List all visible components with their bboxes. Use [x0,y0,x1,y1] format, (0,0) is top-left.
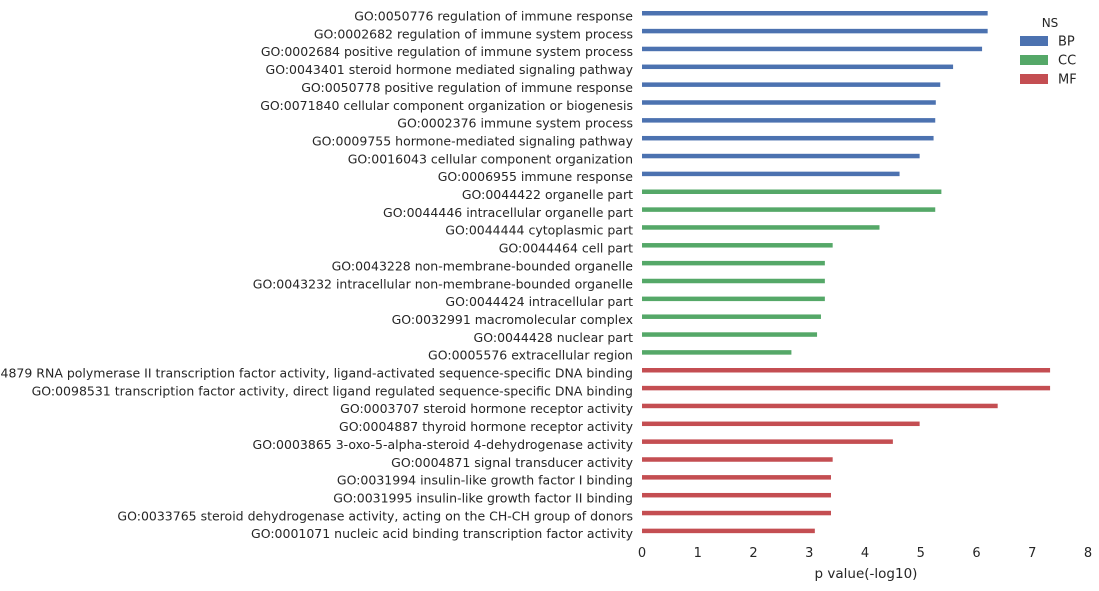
bar [642,528,815,534]
x-tick-label: 5 [917,546,925,561]
x-tick-label: 0 [638,546,646,561]
bar [642,243,833,248]
bar [642,171,900,177]
category-label: GO:0043232 intracellular non-membrane-bo… [253,276,634,291]
category-label: GO:0004887 thyroid hormone receptor acti… [339,419,634,434]
bar [642,82,941,87]
category-label: GO:0044464 cell part [499,241,633,256]
category-label: GO:0031994 insulin-like growth factor I … [337,473,633,488]
bar [642,260,825,266]
x-tick-label: 7 [1028,546,1036,561]
category-label: GO:0031995 insulin-like growth factor II… [333,490,633,505]
x-tick-label: 6 [972,546,980,561]
category-label: GO:0003707 steroid hormone receptor acti… [340,401,633,416]
bar [642,46,983,52]
category-labels: GO:0050776 regulation of immune response… [0,9,634,542]
category-label: GO:0002684 positive regulation of immune… [261,44,633,59]
bar [642,421,920,427]
category-label: GO:0005576 extracellular region [428,348,633,363]
legend-title: NS [1042,16,1059,30]
x-tick-label: 1 [694,546,702,561]
bar [642,475,831,480]
bar [642,135,934,141]
category-label: GO:0006955 immune response [438,169,634,184]
legend-label: BP [1058,35,1075,50]
bars-layer [642,11,1051,534]
bar [642,278,825,284]
category-label: GO:0050776 regulation of immune response [354,9,633,24]
bar [642,368,1051,373]
category-label: GO:0001071 nucleic acid binding transcri… [251,526,634,541]
legend-label: MF [1058,73,1077,88]
legend-label: CC [1058,54,1076,69]
category-label: GO:0050778 positive regulation of immune… [301,80,633,95]
category-label: GO:0004871 signal transducer activity [391,455,633,470]
bar [642,207,936,212]
legend-items: BP CC MF [1020,35,1077,88]
category-label: GO:0033765 steroid dehydrogenase activit… [117,508,633,523]
category-label: GO:0043228 non-membrane-bounded organell… [332,258,634,273]
bar [642,153,920,159]
x-axis-title: p value(-log10) [815,566,918,582]
x-tick-label: 2 [749,546,757,561]
category-label: GO:0044428 nuclear part [474,330,634,345]
bar [642,314,821,319]
x-tick-label: 4 [861,546,869,561]
legend-swatch [1020,36,1048,46]
bar [642,385,1051,391]
x-tick-label: 8 [1084,546,1092,561]
bar [642,403,998,409]
category-label: GO:0044444 cytoplasmic part [445,223,633,238]
category-label: GO:0002682 regulation of immune system p… [314,26,633,41]
category-label: GO:0003865 3-oxo-5-alpha-steroid 4-dehyd… [253,437,634,452]
bar [642,225,880,230]
category-label: GO:0044422 organelle part [462,187,633,202]
x-axis-ticks: 0 1 2 3 4 5 6 7 8 [638,546,1092,561]
bar [642,510,831,516]
category-label: GO:0002376 immune system process [397,116,633,131]
bar [642,457,833,462]
bar [642,492,831,498]
bar [642,64,954,70]
category-label: GO:0004879 RNA polymerase II transcripti… [0,366,633,381]
category-label: GO:0016043 cellular component organizati… [348,151,633,166]
legend-swatch [1020,55,1048,65]
legend: NS BP CC MF [1020,16,1077,88]
bar [642,332,818,337]
bar [642,439,893,444]
bar [642,296,825,302]
category-label: GO:0044424 intracellular part [445,294,633,309]
category-label: GO:0098531 transcription factor activity… [32,383,633,398]
category-label: GO:0043401 steroid hormone mediated sign… [266,62,634,77]
category-label: GO:0071840 cellular component organizati… [260,98,633,113]
category-label: GO:0032991 macromolecular complex [392,312,633,327]
category-label: GO:0044446 intracellular organelle part [383,205,633,220]
bar [642,118,936,123]
bar [642,350,792,355]
bar [642,11,988,16]
legend-swatch [1020,74,1048,84]
x-tick-label: 3 [805,546,813,561]
bar [642,28,988,34]
bar [642,189,942,194]
category-label: GO:0009755 hormone-mediated signaling pa… [312,133,634,148]
bar [642,100,936,105]
